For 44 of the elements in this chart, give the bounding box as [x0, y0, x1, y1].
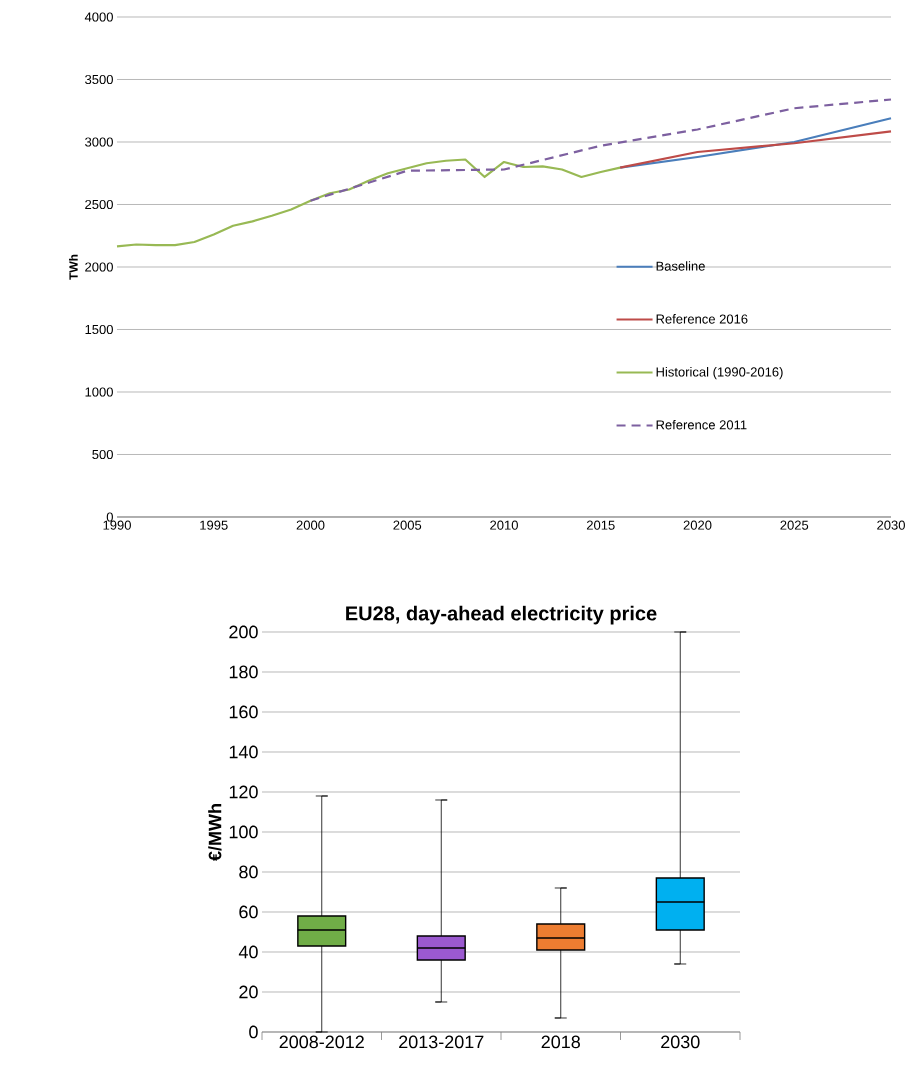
x-tick-label: 2005: [393, 520, 422, 530]
y-tick-label: 2500: [85, 199, 113, 210]
x-tick-label: 1995: [200, 520, 228, 530]
y-axis-title: TWh: [68, 254, 78, 280]
y-tick-label: 500: [92, 449, 113, 460]
x-tick-label: 2015: [586, 520, 615, 530]
y-tick-label: 180: [229, 665, 258, 679]
x-tick-label: 2008-2012: [279, 1035, 364, 1049]
y-tick-label: 0: [249, 1025, 258, 1039]
y-tick-label: 4000: [84, 12, 113, 22]
x-tick-label: 2018: [541, 1035, 580, 1049]
y-tick-label: 1000: [85, 387, 113, 397]
y-tick-label: 2000: [85, 262, 113, 272]
x-tick-label: 2000: [296, 520, 325, 530]
y-tick-label: 80: [239, 865, 258, 879]
x-tick-label: 2030: [877, 520, 905, 530]
y-tick-label: 120: [229, 785, 258, 799]
y-tick-label: 3500: [85, 74, 113, 85]
y-tick-label: 3000: [85, 137, 113, 147]
y-axis-title: €/MWh: [208, 804, 222, 861]
y-tick-label: 1500: [85, 324, 113, 335]
line-series: [619, 130, 893, 169]
y-tick-label: 200: [229, 625, 258, 639]
x-tick-label: 2025: [780, 520, 809, 530]
x-tick-label: 2020: [683, 520, 712, 530]
line-series: [619, 117, 893, 169]
y-tick-label: 20: [239, 985, 258, 999]
legend-label: Historical (1990-2016): [656, 367, 783, 380]
y-tick-label: 160: [229, 705, 258, 719]
line-series: [115, 158, 622, 248]
y-tick-label: 0: [106, 512, 113, 522]
x-tick-label: 1990: [103, 520, 131, 530]
y-tick-label: 60: [239, 905, 258, 919]
legend-label: Reference 2016: [656, 314, 748, 324]
y-tick-label: 140: [229, 745, 258, 759]
x-tick-label: 2030: [661, 1035, 700, 1049]
y-tick-label: 40: [238, 945, 258, 959]
chart-title: EU28, day-ahead electricity price: [346, 605, 657, 625]
line-series: [309, 98, 893, 202]
x-tick-label: 2010: [490, 520, 518, 530]
legend-label: Reference 2011: [656, 419, 747, 430]
x-tick-label: 2013-2017: [399, 1035, 484, 1049]
legend-label: Baseline: [656, 261, 705, 271]
y-tick-label: 100: [229, 825, 258, 839]
